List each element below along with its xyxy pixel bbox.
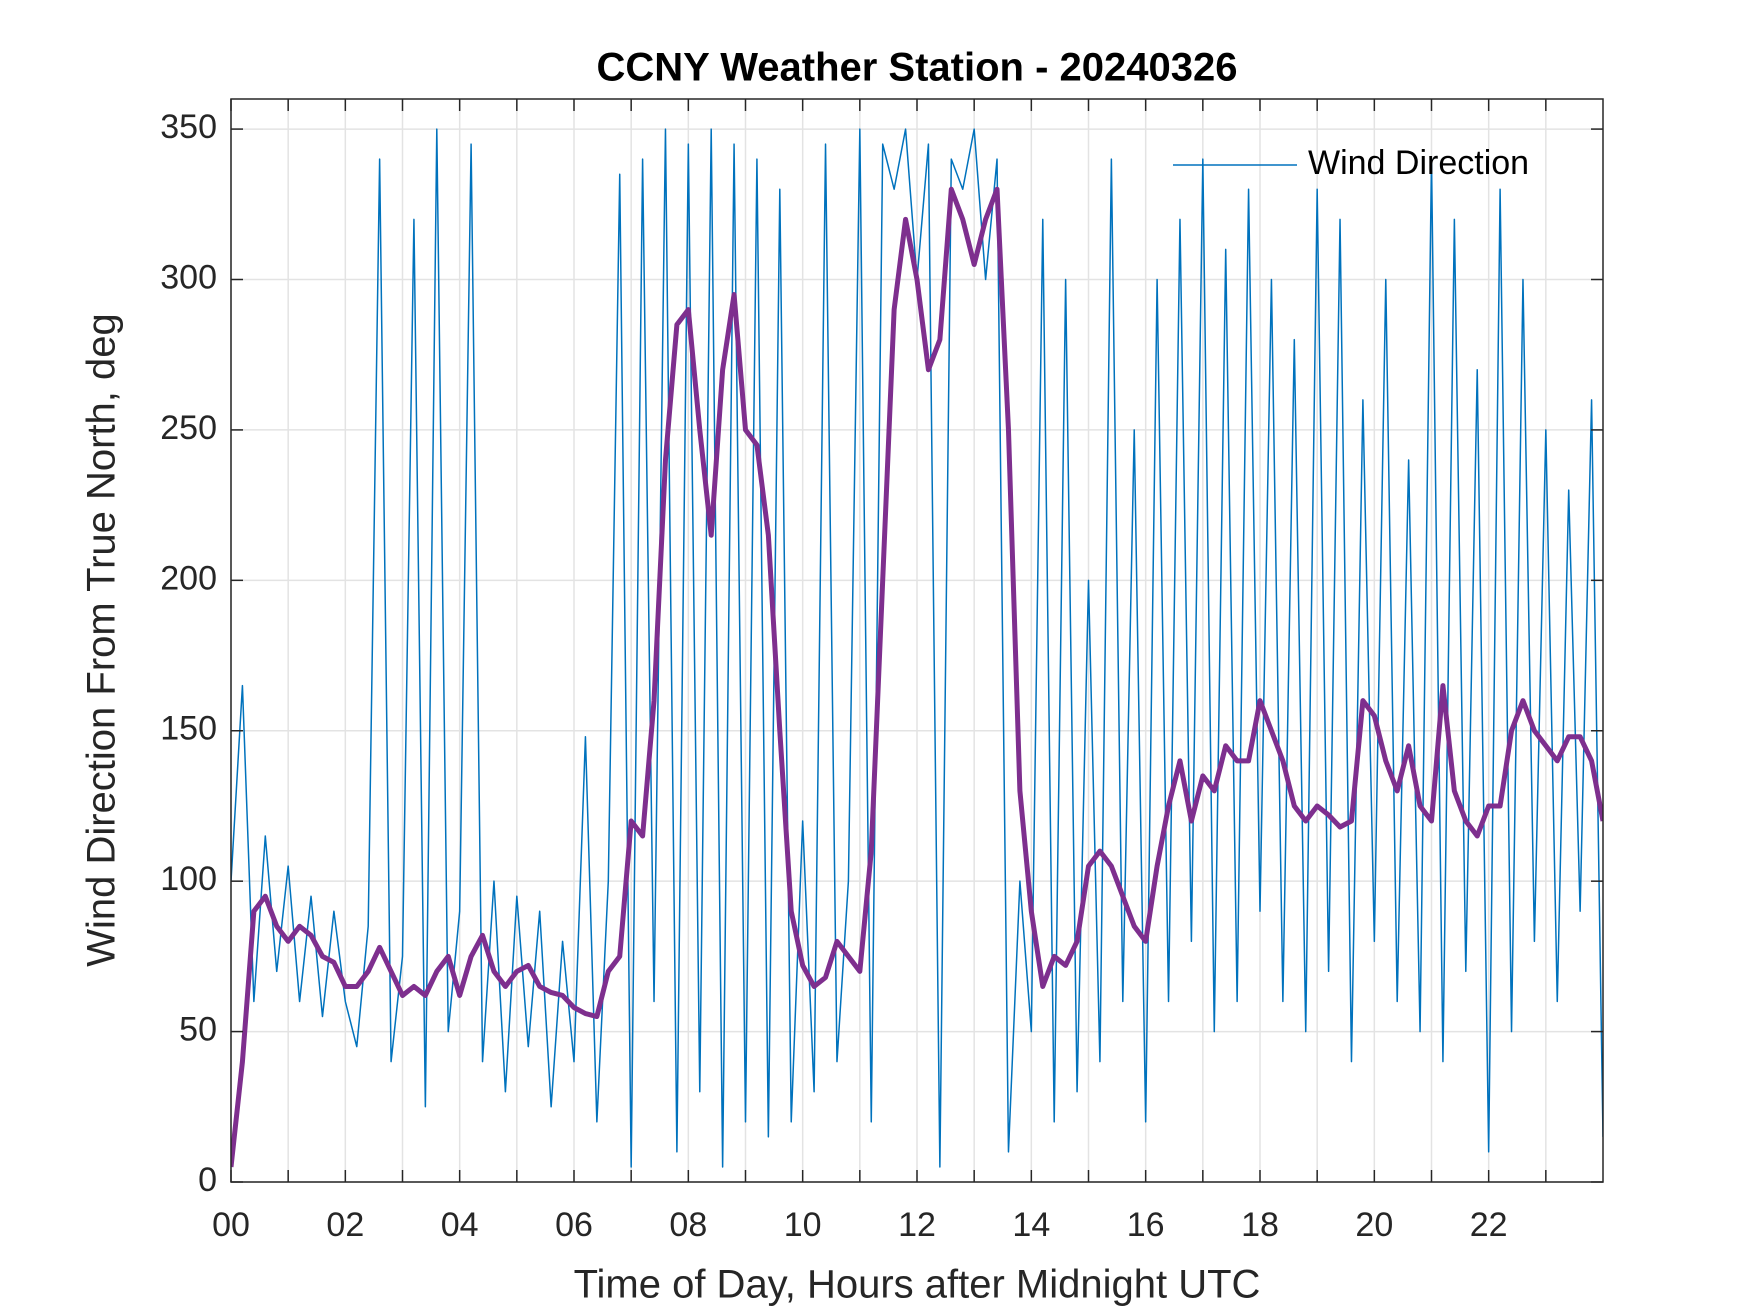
x-tick-label: 16 xyxy=(1127,1206,1165,1244)
chart-title: CCNY Weather Station - 20240326 xyxy=(597,46,1238,90)
x-tick-label: 18 xyxy=(1241,1206,1279,1244)
x-tick-label: 12 xyxy=(898,1206,936,1244)
y-tick-label: 200 xyxy=(160,559,217,597)
y-tick-label: 250 xyxy=(160,409,217,447)
x-tick-label: 14 xyxy=(1012,1206,1050,1244)
x-tick-label: 02 xyxy=(326,1206,364,1244)
x-tick-label: 06 xyxy=(555,1206,593,1244)
x-tick-label: 10 xyxy=(784,1206,822,1244)
y-tick-label: 150 xyxy=(160,710,217,748)
x-tick-label: 08 xyxy=(669,1206,707,1244)
legend-label: Wind Direction xyxy=(1308,144,1529,182)
x-tick-label: 22 xyxy=(1470,1206,1508,1244)
y-tick-label: 50 xyxy=(179,1011,217,1049)
x-tick-label: 00 xyxy=(212,1206,250,1244)
y-axis-label: Wind Direction From True North, deg xyxy=(80,313,124,967)
data-line xyxy=(231,186,1603,1168)
y-tick-label: 350 xyxy=(160,108,217,146)
y-tick-label: 100 xyxy=(160,860,217,898)
x-axis-label: Time of Day, Hours after Midnight UTC xyxy=(574,1263,1261,1307)
y-tick-label: 300 xyxy=(160,258,217,296)
x-tick-label: 04 xyxy=(441,1206,479,1244)
x-tick-label: 20 xyxy=(1355,1206,1393,1244)
y-tick-label: 0 xyxy=(198,1161,217,1199)
